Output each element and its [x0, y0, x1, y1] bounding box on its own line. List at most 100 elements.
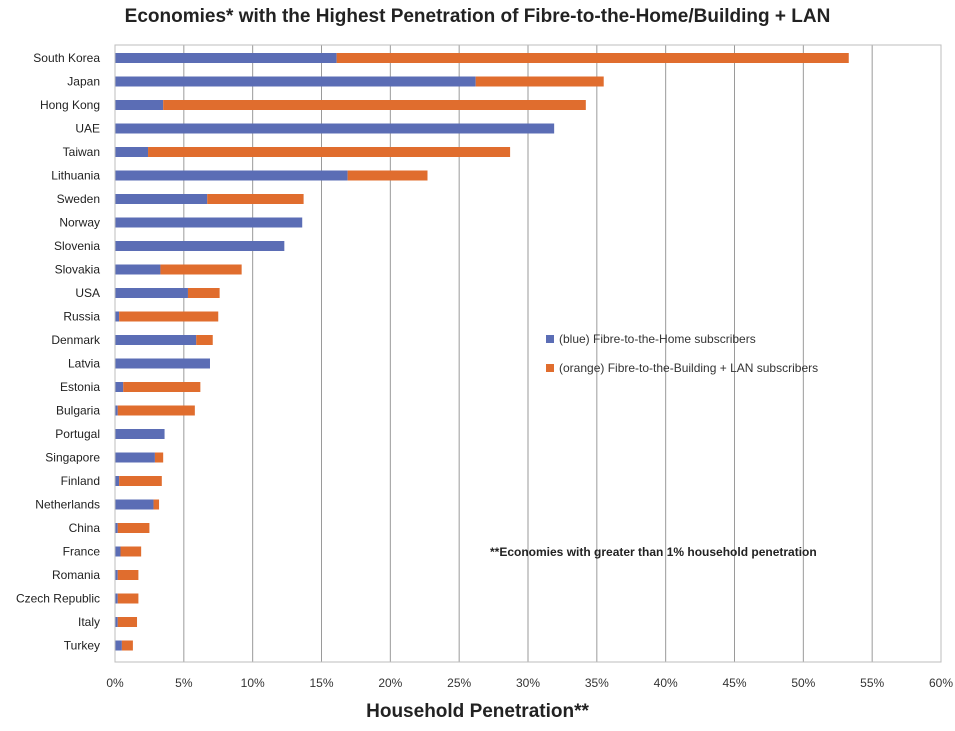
bar-fibre-to-the-building	[347, 170, 428, 181]
bar-fibre-to-the-building	[117, 617, 138, 627]
bar-fibre-to-the-building	[154, 452, 164, 463]
bar-fibre-to-the-building	[119, 311, 219, 322]
category-label: South Korea	[33, 51, 100, 65]
legend-label-fibre-to-the-home: (blue) Fibre-to-the-Home subscribers	[559, 332, 756, 346]
category-labels: South Korea Japan Hong Kong UAE Taiwan Lithua…	[16, 51, 101, 653]
category-label: UAE	[75, 122, 100, 136]
category-label: Romania	[52, 568, 100, 582]
category-label: Netherlands	[35, 498, 100, 512]
category-label: Italy	[78, 615, 100, 629]
plot-frame	[114, 44, 942, 663]
category-label: Bulgaria	[56, 404, 100, 418]
category-label: Hong Kong	[40, 98, 100, 112]
bar-fibre-to-the-building	[117, 523, 150, 533]
category-label: Estonia	[60, 380, 100, 394]
legend-label-fibre-to-the-building: (orange) Fibre-to-the-Building + LAN sub…	[559, 361, 819, 375]
bar-fibre-to-the-home	[115, 100, 164, 110]
category-label: Denmark	[51, 333, 101, 347]
bar-fibre-to-the-home	[115, 570, 118, 580]
bar-fibre-to-the-building	[120, 546, 142, 557]
x-tick-label: 40%	[654, 676, 678, 690]
bar-fibre-to-the-building	[336, 53, 849, 63]
bar-fibre-to-the-home	[115, 499, 154, 510]
category-label: Russia	[63, 310, 100, 324]
bars	[115, 53, 849, 651]
bar-fibre-to-the-home	[115, 429, 165, 439]
category-label: Lithuania	[51, 169, 100, 183]
category-label: Czech Republic	[16, 592, 100, 606]
bar-fibre-to-the-home	[115, 194, 208, 204]
category-label: China	[69, 521, 101, 535]
bar-fibre-to-the-home	[115, 170, 348, 181]
bar-fibre-to-the-home	[115, 382, 124, 392]
bar-fibre-to-the-home	[115, 288, 188, 298]
bar-fibre-to-the-home	[115, 452, 155, 463]
x-tick-label: 50%	[791, 676, 815, 690]
bar-fibre-to-the-building	[196, 335, 213, 345]
bar-fibre-to-the-home	[115, 147, 149, 157]
bar-fibre-to-the-home	[115, 546, 121, 557]
bar-fibre-to-the-home	[115, 264, 161, 275]
bar-fibre-to-the-home	[115, 76, 476, 87]
bar-fibre-to-the-building	[119, 476, 162, 486]
category-label: Portugal	[55, 427, 100, 441]
x-tick-label: 30%	[516, 676, 540, 690]
bar-fibre-to-the-building	[207, 194, 304, 204]
x-tick-label: 60%	[929, 676, 953, 690]
category-label: Latvia	[68, 357, 100, 371]
bar-fibre-to-the-building	[117, 593, 139, 604]
x-axis-title: Household Penetration**	[366, 701, 589, 722]
bar-fibre-to-the-home	[115, 476, 120, 486]
x-tick-label: 45%	[722, 676, 746, 690]
bar-fibre-to-the-home	[115, 640, 122, 651]
bar-fibre-to-the-building	[121, 640, 133, 651]
x-tick-label: 15%	[309, 676, 333, 690]
bar-fibre-to-the-home	[115, 335, 197, 345]
bar-fibre-to-the-building	[148, 147, 511, 157]
category-label: Norway	[59, 216, 100, 230]
bar-fibre-to-the-home	[115, 405, 118, 416]
bar-fibre-to-the-building	[153, 499, 160, 510]
bar-fibre-to-the-building	[160, 264, 242, 275]
legend-item-fibre-to-the-building: (orange) Fibre-to-the-Building + LAN sub…	[546, 361, 818, 375]
x-tick-label: 20%	[378, 676, 402, 690]
bar-fibre-to-the-home	[115, 358, 210, 369]
legend-item-fibre-to-the-home: (blue) Fibre-to-the-Home subscribers	[546, 332, 756, 346]
category-label: USA	[75, 286, 100, 300]
bar-fibre-to-the-home	[115, 311, 120, 322]
bar-fibre-to-the-home	[115, 53, 337, 63]
x-tick-label: 25%	[447, 676, 471, 690]
category-label: Slovenia	[54, 239, 100, 253]
category-label: Singapore	[45, 451, 100, 465]
bar-fibre-to-the-building	[117, 405, 195, 416]
bar-fibre-to-the-building	[117, 570, 139, 580]
category-label: Taiwan	[63, 145, 100, 159]
bar-fibre-to-the-home	[115, 593, 118, 604]
bar-fibre-to-the-home	[115, 617, 118, 627]
bar-fibre-to-the-building	[163, 100, 586, 110]
category-label: Turkey	[64, 639, 100, 653]
category-label: Slovakia	[55, 263, 101, 277]
category-label: France	[63, 545, 101, 559]
bar-fibre-to-the-building	[187, 288, 220, 298]
x-tick-label: 0%	[106, 676, 124, 690]
bar-fibre-to-the-home	[115, 523, 118, 533]
x-tick-label: 35%	[585, 676, 609, 690]
x-tick-label: 55%	[860, 676, 884, 690]
footnote-annotation: **Economies with greater than 1% househo…	[490, 545, 817, 559]
legend-swatch-blue	[546, 335, 554, 343]
legend-swatch-orange	[546, 364, 554, 372]
bar-fibre-to-the-building	[123, 382, 201, 392]
bar-fibre-to-the-home	[115, 241, 285, 251]
category-label: Japan	[67, 75, 100, 89]
category-label: Finland	[61, 474, 100, 488]
x-tick-label: 10%	[241, 676, 265, 690]
gridlines	[183, 45, 873, 662]
category-label: Sweden	[57, 192, 100, 206]
bar-fibre-to-the-building	[475, 76, 604, 87]
bar-fibre-to-the-home	[115, 217, 303, 228]
x-tick-labels: 0% 5% 10% 15% 20% 25% 30% 35% 40% 45% 50% 55% 60%	[106, 676, 953, 690]
bar-fibre-to-the-home	[115, 123, 555, 134]
chart-title: Economies* with the Highest Penetration …	[124, 6, 831, 27]
